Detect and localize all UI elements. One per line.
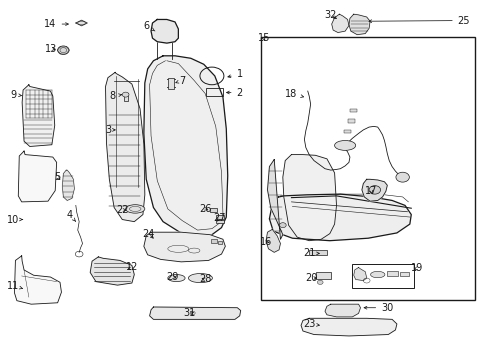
Polygon shape	[269, 194, 410, 241]
Polygon shape	[325, 304, 360, 317]
Text: 4: 4	[66, 210, 75, 221]
Text: 19: 19	[410, 263, 422, 273]
Bar	[386, 271, 397, 276]
Text: 10: 10	[7, 215, 22, 225]
Bar	[316, 273, 330, 279]
Circle shape	[317, 280, 323, 284]
Bar	[167, 78, 173, 89]
Text: 14: 14	[44, 19, 68, 29]
Polygon shape	[90, 257, 134, 285]
Polygon shape	[15, 256, 61, 304]
Text: 5: 5	[54, 172, 61, 182]
Polygon shape	[22, 85, 55, 147]
Circle shape	[58, 46, 69, 54]
Text: 18: 18	[285, 89, 303, 99]
Polygon shape	[301, 318, 396, 336]
Polygon shape	[105, 72, 144, 222]
Bar	[261, 37, 473, 300]
Polygon shape	[282, 154, 336, 241]
Circle shape	[395, 172, 408, 182]
Text: 31: 31	[183, 309, 195, 318]
Circle shape	[279, 223, 285, 228]
Ellipse shape	[370, 271, 384, 278]
Text: 1: 1	[227, 69, 242, 79]
Bar	[347, 119, 354, 123]
Text: 9: 9	[10, 90, 22, 100]
Bar	[215, 215, 224, 219]
Text: 17: 17	[365, 186, 377, 196]
Bar	[308, 250, 327, 255]
Text: 2: 2	[226, 87, 243, 98]
Text: 23: 23	[303, 319, 319, 329]
Text: 24: 24	[142, 229, 155, 239]
Text: 26: 26	[199, 204, 211, 214]
Bar	[209, 207, 216, 212]
Text: 21: 21	[303, 248, 319, 258]
Polygon shape	[151, 19, 178, 43]
Bar	[206, 88, 223, 96]
Bar	[351, 264, 413, 288]
Circle shape	[368, 186, 380, 194]
Text: 6: 6	[143, 21, 155, 31]
Text: 8: 8	[109, 91, 122, 101]
Text: 11: 11	[7, 281, 22, 291]
Text: 28: 28	[199, 274, 211, 284]
Ellipse shape	[125, 205, 144, 213]
Bar	[344, 130, 351, 134]
Bar	[399, 272, 408, 276]
Bar	[210, 239, 216, 243]
Polygon shape	[348, 14, 369, 35]
Text: 30: 30	[364, 303, 393, 313]
Polygon shape	[76, 20, 87, 26]
Text: 12: 12	[125, 262, 138, 273]
Ellipse shape	[167, 275, 184, 282]
Text: 32: 32	[324, 10, 336, 20]
Bar	[123, 93, 128, 101]
Text: 25: 25	[368, 15, 469, 26]
Text: 16: 16	[260, 237, 272, 247]
Text: 15: 15	[257, 33, 269, 43]
Bar	[215, 220, 224, 223]
Text: 20: 20	[305, 273, 317, 283]
Text: 22: 22	[116, 205, 128, 215]
Polygon shape	[331, 14, 348, 32]
Bar	[349, 109, 356, 112]
Text: 27: 27	[213, 213, 225, 223]
Polygon shape	[353, 267, 366, 280]
Polygon shape	[143, 232, 225, 262]
Ellipse shape	[334, 140, 355, 150]
Polygon shape	[143, 56, 227, 237]
Polygon shape	[149, 307, 240, 319]
Polygon shape	[265, 229, 280, 252]
Text: 29: 29	[166, 272, 179, 282]
Text: 3: 3	[104, 125, 115, 135]
Ellipse shape	[188, 274, 212, 283]
Circle shape	[122, 92, 129, 97]
Text: 13: 13	[45, 44, 57, 54]
Polygon shape	[361, 179, 386, 201]
Polygon shape	[267, 159, 282, 239]
Bar	[217, 241, 222, 243]
Polygon shape	[18, 151, 57, 202]
Text: 7: 7	[175, 76, 185, 86]
Polygon shape	[62, 170, 74, 201]
